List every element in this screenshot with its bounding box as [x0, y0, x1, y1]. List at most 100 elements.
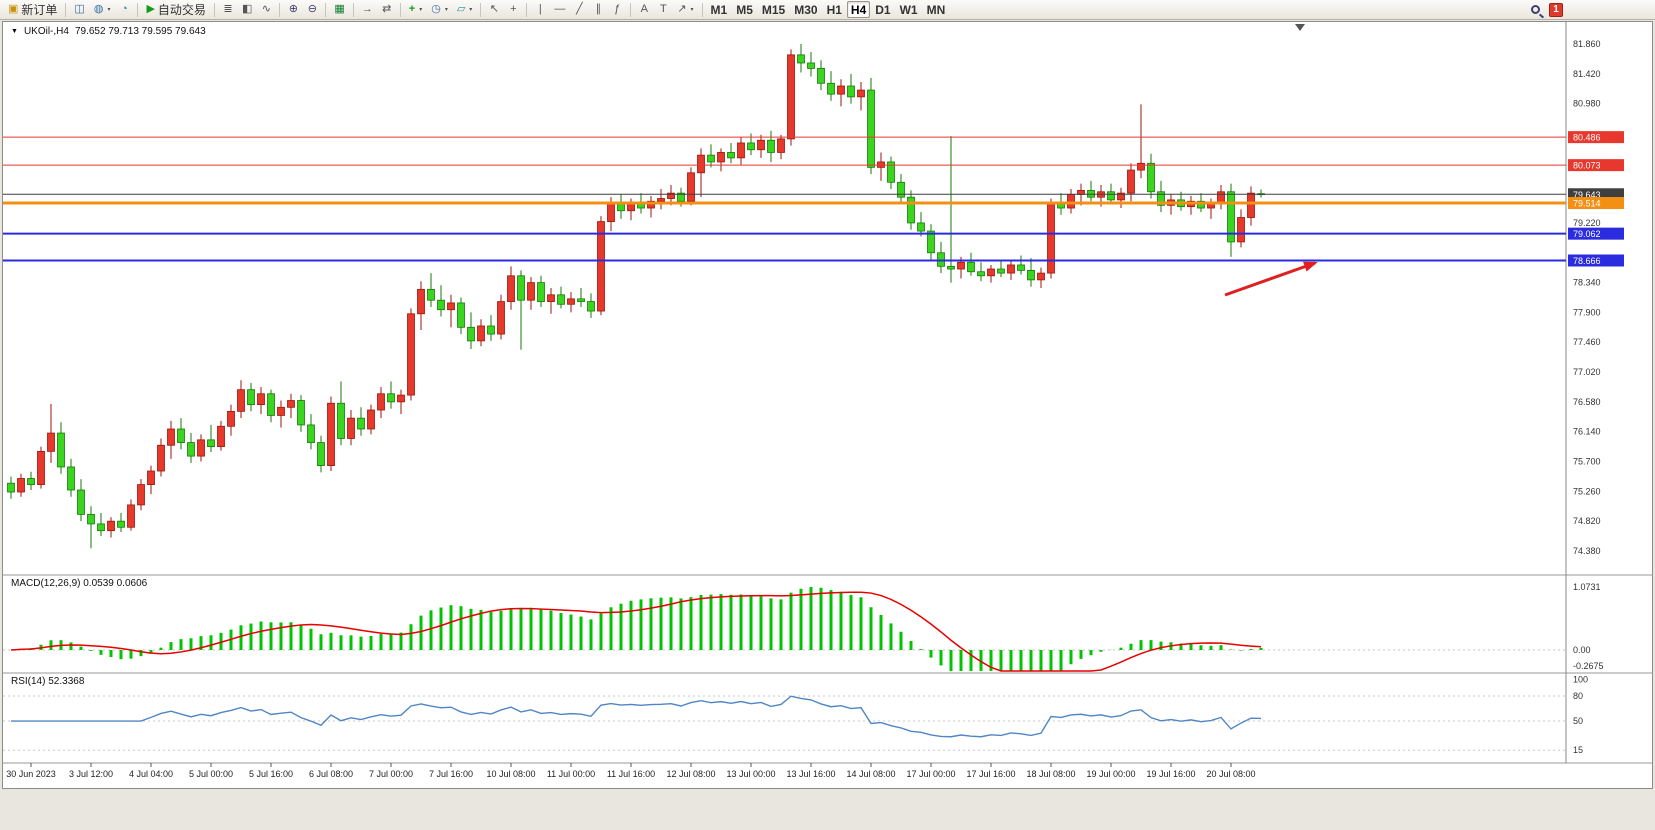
price-badge-text: 79.062: [1573, 229, 1601, 239]
channel-button[interactable]: ∥: [589, 1, 607, 18]
cursor-button[interactable]: ↖: [485, 1, 503, 18]
price-axis-label: 74.820: [1573, 516, 1601, 526]
candle-body: [1207, 203, 1215, 209]
chart-canvas[interactable]: 74.380 74.820 75.260 75.700 76.140 76.580 77.0…: [3, 22, 1652, 788]
chart-shift-marker: [1295, 24, 1305, 31]
macd-axis-label: 0.00: [1573, 645, 1591, 655]
candlestick-series[interactable]: [7, 44, 1265, 549]
fibonacci-icon: ƒ: [614, 3, 621, 15]
candle-body: [347, 417, 355, 439]
ohlc-bars-icon: ≣: [223, 3, 233, 15]
label-tool-button[interactable]: T: [654, 1, 672, 18]
candle-body: [107, 520, 115, 532]
rsi-axis-label: 100: [1573, 674, 1588, 684]
clock-icon: ◷: [431, 3, 441, 15]
auto-scroll-button[interactable]: →: [358, 1, 377, 18]
candle-body: [757, 139, 765, 151]
candle-body: [267, 393, 275, 416]
candle-body: [417, 288, 425, 315]
rsi-indicator: [3, 695, 1566, 751]
terminal-button[interactable]: ◔: [115, 1, 133, 18]
charts-button[interactable]: ◫: [70, 1, 88, 18]
candle-body: [827, 82, 835, 95]
horizontal-level-lines[interactable]: [3, 136, 1566, 262]
timeframe-button-mn[interactable]: MN: [923, 1, 950, 18]
candle-body: [437, 299, 445, 311]
timeframe-button-m30[interactable]: M30: [790, 1, 821, 18]
candle-body: [487, 325, 495, 335]
candle-body: [927, 230, 935, 254]
crosshair-button[interactable]: +: [504, 1, 522, 18]
vertical-line-icon: |: [538, 3, 542, 15]
price-badge-text: 78.666: [1573, 256, 1601, 266]
candle-body: [627, 203, 635, 212]
text-icon: A: [640, 3, 648, 15]
price-badge-text: 80.073: [1573, 161, 1601, 171]
timeframe-button-h1[interactable]: H1: [823, 1, 846, 18]
candle-body: [667, 192, 675, 199]
candle-body: [597, 221, 605, 312]
timeframe-button-m5[interactable]: M5: [732, 1, 757, 18]
timeframe-button-m1[interactable]: M1: [707, 1, 732, 18]
timeframe-button-h4[interactable]: H4: [846, 1, 871, 18]
candle-body: [247, 389, 255, 405]
toolbar-separator: [399, 2, 401, 17]
toolbar-separator: [279, 2, 281, 17]
price-axis[interactable]: 74.380 74.820 75.260 75.700 76.140 76.580 77.0…: [1568, 39, 1624, 755]
horizontal-line-button[interactable]: —: [550, 1, 569, 18]
chevron-down-icon: ▾: [419, 7, 423, 13]
timeframe-button-d1[interactable]: D1: [871, 1, 894, 18]
profiles-button[interactable]: ◍ ▾: [90, 1, 115, 18]
price-axis-label: 77.460: [1573, 337, 1601, 347]
candle-body: [297, 400, 305, 426]
trendline-button[interactable]: ╱: [570, 1, 588, 18]
candle-body: [647, 200, 655, 209]
time-axis-label: 19 Jul 00:00: [1086, 769, 1135, 779]
main-toolbar: ▣ 新订单 ◫ ◍ ▾ ◔ ▶ 自动交易 ≣ ◧ ∿ ⊕ ⊖ ▦ → ⇄ + ▾ ◷…: [0, 0, 1655, 20]
candle-body: [177, 428, 185, 443]
timeframe-button-m15[interactable]: M15: [758, 1, 789, 18]
templates-button[interactable]: ▱ ▾: [453, 1, 476, 18]
line-chart-button[interactable]: ∿: [257, 1, 275, 18]
new-order-button[interactable]: ▣ 新订单: [4, 1, 61, 18]
arrows-tool-button[interactable]: ↗ ▾: [673, 1, 697, 18]
periods-button[interactable]: ◷ ▾: [427, 1, 452, 18]
bar-chart-button[interactable]: ≣: [219, 1, 237, 18]
indicators-button[interactable]: + ▾: [405, 1, 426, 18]
timeframe-button-w1[interactable]: W1: [896, 1, 922, 18]
candle-body: [587, 301, 595, 312]
price-axis-label: 74.380: [1573, 546, 1601, 556]
fibonacci-button[interactable]: ƒ: [608, 1, 626, 18]
candle-body: [727, 152, 735, 159]
auto-trading-button[interactable]: ▶ 自动交易: [142, 1, 209, 18]
candle-body: [1247, 192, 1255, 218]
time-axis-label: 17 Jul 16:00: [966, 769, 1015, 779]
time-axis-label: 14 Jul 08:00: [846, 769, 895, 779]
chevron-down-icon: ▾: [444, 7, 448, 13]
vertical-line-button[interactable]: |: [531, 1, 549, 18]
candle-body: [1157, 191, 1165, 206]
time-axis-label: 3 Jul 12:00: [69, 769, 113, 779]
time-axis[interactable]: 30 Jun 2023 3 Jul 12:00 4 Jul 04:00 5 Jul 0…: [6, 763, 1256, 779]
candle-body: [37, 450, 45, 485]
text-tool-button[interactable]: A: [635, 1, 653, 18]
time-axis-label: 7 Jul 16:00: [429, 769, 473, 779]
chart-shift-button[interactable]: ⇄: [378, 1, 396, 18]
candle-body: [1017, 264, 1025, 271]
candle-body: [377, 393, 385, 411]
profiles-icon: ◍: [93, 3, 104, 15]
macd-axis-label: -0.2675: [1573, 661, 1604, 671]
candle-body: [1067, 194, 1075, 209]
zoom-in-button[interactable]: ⊕: [284, 1, 302, 18]
candlestick-chart-button[interactable]: ◧: [238, 1, 256, 18]
channel-icon: ∥: [595, 3, 602, 15]
notification-badge[interactable]: 1: [1549, 2, 1563, 17]
tile-windows-button[interactable]: ▦: [330, 1, 348, 18]
zoom-out-button[interactable]: ⊖: [303, 1, 321, 18]
search-icon[interactable]: [1531, 5, 1540, 14]
new-order-label: 新订单: [21, 3, 58, 17]
candle-body: [1147, 162, 1155, 193]
chart-shift-icon: ⇄: [382, 3, 392, 15]
arrow-annotation[interactable]: [1224, 261, 1318, 297]
time-axis-label: 20 Jul 08:00: [1206, 769, 1255, 779]
